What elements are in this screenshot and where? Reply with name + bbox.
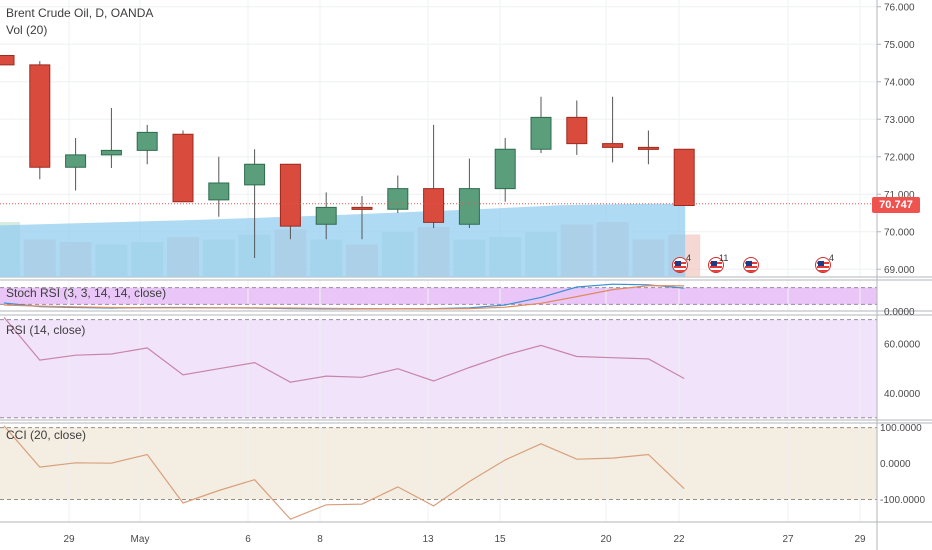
rsi-label[interactable]: RSI (14, close) <box>6 323 86 337</box>
price-tick-label: 72.000 <box>884 152 915 163</box>
time-tick-label: 8 <box>317 534 323 545</box>
price-tick-label: 69.000 <box>884 265 915 276</box>
time-tick-label: 6 <box>245 534 251 545</box>
us-flag-event-icon[interactable] <box>672 257 688 273</box>
candle-body <box>530 116 552 150</box>
event-count: 4 <box>686 253 692 263</box>
candle-body <box>637 146 659 150</box>
candle-body <box>387 188 409 210</box>
us-flag-event-icon[interactable] <box>743 257 759 273</box>
candle-body <box>100 149 122 156</box>
time-tick-label: 13 <box>422 534 434 545</box>
cci-tick-label: 0.0000 <box>880 459 911 470</box>
rsi-band <box>0 319 877 418</box>
candle-body <box>29 64 51 168</box>
candle-body <box>65 154 87 168</box>
us-flag-event-icon[interactable] <box>815 257 831 273</box>
stoch-tick-label: 0.0000 <box>884 307 915 318</box>
volume-legend[interactable]: Vol (20) <box>6 23 48 37</box>
us-flag-event-icon[interactable] <box>708 257 724 273</box>
candle-body <box>279 163 301 227</box>
stoch-band <box>0 287 877 305</box>
symbol-legend[interactable]: Brent Crude Oil, D, OANDA <box>6 6 154 20</box>
candle-body <box>208 182 230 201</box>
time-tick-label: 20 <box>600 534 612 545</box>
price-tick-label: 74.000 <box>884 77 915 88</box>
candle-body <box>673 148 695 206</box>
cci-band <box>0 427 877 500</box>
time-tick-label: 27 <box>782 534 794 545</box>
last-price-badge: 70.747 <box>872 197 920 213</box>
cci-tick-label: 100.0000 <box>880 423 922 434</box>
candle-body <box>244 163 266 186</box>
candle-body <box>602 143 624 148</box>
time-tick-label: 29 <box>854 534 866 545</box>
candle-body <box>494 148 516 190</box>
candle-body <box>566 116 588 145</box>
event-count: 11 <box>719 253 729 263</box>
price-tick-label: 75.000 <box>884 40 915 51</box>
candle-body <box>136 131 158 151</box>
candle-body <box>458 188 480 225</box>
time-tick-label: 15 <box>494 534 506 545</box>
time-tick-label: 22 <box>673 534 685 545</box>
cci-label[interactable]: CCI (20, close) <box>6 428 87 442</box>
price-tick-label: 70.000 <box>884 227 915 238</box>
price-tick-label: 76.000 <box>884 2 915 13</box>
cci-tick-label: -100.0000 <box>880 495 925 506</box>
rsi-tick-label: 40.0000 <box>884 389 921 400</box>
price-tick-label: 73.000 <box>884 115 915 126</box>
candle-body <box>0 55 15 66</box>
candle-body <box>351 206 373 210</box>
cci-line <box>3 425 685 520</box>
candle-body <box>423 188 445 223</box>
event-count: 4 <box>829 253 835 263</box>
time-tick-label: May <box>131 534 150 545</box>
volume-ma-area <box>0 203 686 277</box>
price-tick-label: 71.000 <box>884 190 915 201</box>
candle-body <box>172 133 194 203</box>
stoch-rsi-label[interactable]: Stoch RSI (3, 3, 14, 14, close) <box>6 286 167 300</box>
stoch-d-line <box>3 284 685 310</box>
time-tick-label: 29 <box>63 534 75 545</box>
rsi-line <box>3 316 685 383</box>
candle-body <box>315 206 337 225</box>
rsi-tick-label: 60.0000 <box>884 340 921 351</box>
